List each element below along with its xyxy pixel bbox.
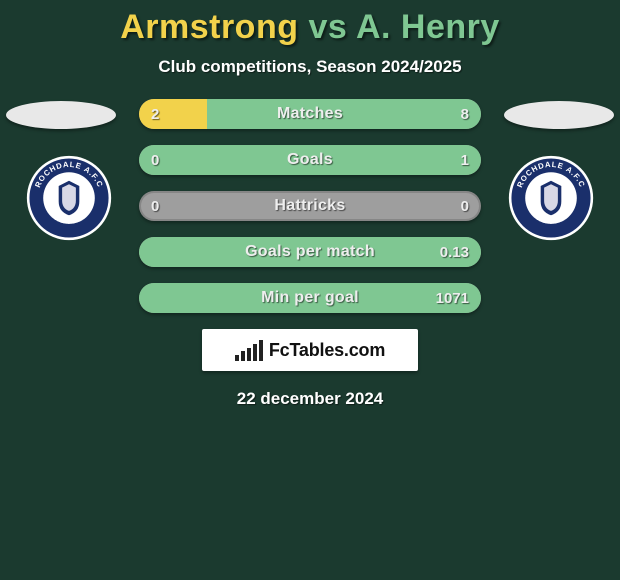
title-player1: Armstrong [120, 8, 298, 46]
stat-value-right: 1071 [436, 283, 469, 313]
stat-value-right: 0.13 [440, 237, 469, 267]
stat-label: Goals [139, 145, 481, 175]
comparison-title: Armstrong vs A. Henry [0, 0, 620, 47]
title-vs: vs [299, 8, 356, 46]
player2-club-crest: ROCHDALE A.F.C THE DALE [508, 155, 594, 241]
stat-value-left: 0 [151, 191, 159, 221]
stat-label: Goals per match [139, 237, 481, 267]
subtitle: Club competitions, Season 2024/2025 [0, 57, 620, 77]
title-player2: A. Henry [356, 8, 500, 46]
stat-row: Goals0 1 [139, 145, 481, 175]
stat-value-left: 0 [151, 145, 159, 175]
stat-label: Matches [139, 99, 481, 129]
stat-row: Hattricks0 0 [139, 191, 481, 221]
player1-club-crest: ROCHDALE A.F.C THE DALE [26, 155, 112, 241]
stat-value-right: 1 [461, 145, 469, 175]
comparison-body: ROCHDALE A.F.C THE DALE ROCHDALE A.F.C T… [0, 99, 620, 409]
stat-rows: Matches28Goals01Hattricks00Goals per mat… [139, 99, 481, 313]
date-text: 22 december 2024 [0, 389, 620, 409]
stat-row: Goals per match0.13 [139, 237, 481, 267]
stat-label: Hattricks [139, 191, 481, 221]
stat-row: Min per goal1071 [139, 283, 481, 313]
stat-row: Matches2 8 [139, 99, 481, 129]
stat-value-right: 8 [461, 99, 469, 129]
player1-avatar-placeholder [6, 101, 116, 129]
brand-text: FcTables.com [269, 340, 385, 361]
stat-value-left: 2 [151, 99, 159, 129]
brand-box: FcTables.com [202, 329, 418, 371]
stat-value-right: 0 [461, 191, 469, 221]
stat-label: Min per goal [139, 283, 481, 313]
brand-bars-icon [235, 340, 263, 361]
player2-avatar-placeholder [504, 101, 614, 129]
